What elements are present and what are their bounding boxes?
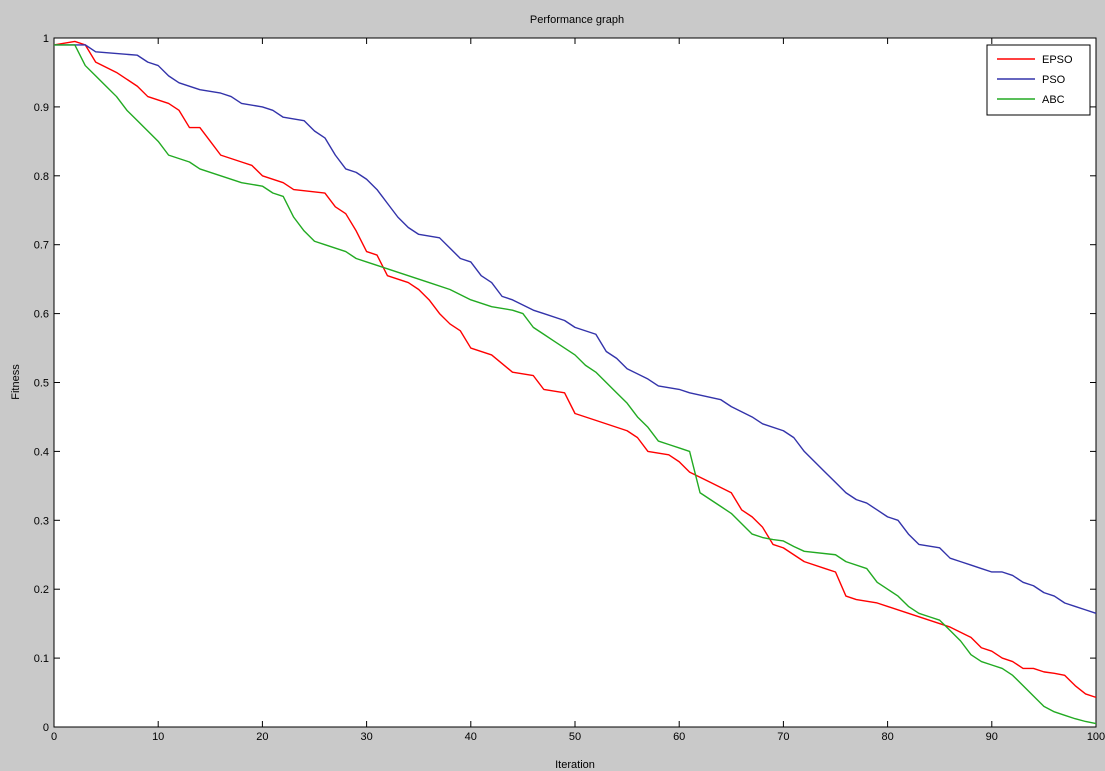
x-tick-label: 90	[986, 731, 998, 743]
x-tick-label: 100	[1087, 731, 1105, 743]
series-line-abc	[54, 44, 1097, 725]
x-tick-label: 60	[673, 731, 685, 743]
legend-label: ABC	[1042, 94, 1065, 106]
legend-label: PSO	[1042, 74, 1066, 86]
x-axis-title: Iteration	[555, 759, 595, 771]
y-tick-label: 0.6	[34, 309, 49, 321]
legend-label: EPSO	[1042, 54, 1073, 66]
y-tick-label: 0.2	[34, 584, 49, 596]
legend-box	[986, 44, 1091, 116]
y-tick-label: 0	[43, 722, 49, 734]
legend: EPSO PSO ABC	[986, 44, 1091, 116]
y-tick-label: 0.5	[34, 378, 49, 390]
y-tick-label: 0.7	[34, 240, 49, 252]
x-tick-label: 10	[152, 731, 164, 743]
series-line-pso	[54, 44, 1097, 614]
x-tick-label: 80	[881, 731, 893, 743]
x-tick-label: 70	[777, 731, 789, 743]
y-tick-label: 0.9	[34, 102, 49, 114]
y-tick-label: 0.8	[34, 171, 49, 183]
y-tick-label: 0.4	[34, 446, 49, 458]
y-tick-label: 0.1	[34, 653, 49, 665]
x-tick-label: 0	[51, 731, 57, 743]
x-tick-label: 20	[256, 731, 268, 743]
y-tick-label: 1	[43, 33, 49, 45]
axis-ticks: 0 10 20 30 40 50 60 70 80 90 100 0 0.1 0.2 0.3 0.4 0.5 0.…	[34, 33, 1105, 743]
plot-area	[53, 37, 1097, 728]
y-tick-label: 0.3	[34, 515, 49, 527]
chart-title: Performance graph	[530, 14, 624, 26]
x-tick-label: 50	[569, 731, 581, 743]
series-lines	[53, 40, 1097, 725]
series-line-epso	[53, 40, 1097, 699]
x-tick-label: 30	[360, 731, 372, 743]
x-tick-label: 40	[465, 731, 477, 743]
y-axis-title: Fitness	[10, 364, 22, 400]
